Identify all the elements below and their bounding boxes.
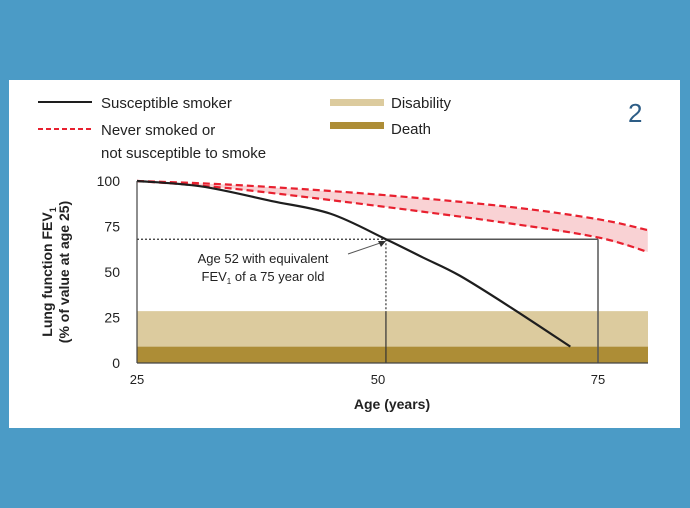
figure-number: 2 bbox=[628, 98, 642, 128]
never-smoked-range-fill bbox=[137, 181, 648, 252]
annotation-fev: FEV bbox=[202, 269, 228, 284]
annotation: Age 52 with equivalent FEV1 of a 75 year… bbox=[198, 251, 329, 286]
annotation-arrowhead-icon bbox=[378, 241, 386, 247]
y-axis-label-sub: 1 bbox=[48, 207, 58, 212]
legend: Susceptible smoker Never smoked or not s… bbox=[38, 95, 452, 162]
band-disability bbox=[137, 311, 648, 347]
annotation-arrow-line bbox=[347, 241, 384, 255]
plot-area: 0 25 50 75 100 25 50 75 bbox=[97, 173, 649, 387]
legend-label-smoker: Susceptible smoker bbox=[101, 95, 232, 112]
y-tick-label: 0 bbox=[112, 355, 120, 371]
x-tick-label: 75 bbox=[591, 372, 605, 387]
band-death bbox=[137, 346, 648, 363]
y-axis-label: Lung function FEV1 (% of value at age 25… bbox=[39, 201, 72, 343]
y-axis-label-line2: (% of value at age 25) bbox=[56, 201, 72, 343]
svg-text:Lung function FEV1: Lung function FEV1 bbox=[39, 207, 58, 336]
legend-swatch-death bbox=[330, 122, 384, 129]
annotation-sub: 1 bbox=[227, 277, 232, 286]
annotation-rest: of a 75 year old bbox=[231, 269, 324, 284]
y-axis-label-line1: Lung function FEV bbox=[39, 212, 55, 337]
figure-panel bbox=[9, 80, 680, 428]
x-tick-label: 25 bbox=[130, 372, 144, 387]
legend-label-death: Death bbox=[391, 121, 431, 138]
y-tick-label: 25 bbox=[104, 310, 120, 326]
x-axis-label: Age (years) bbox=[354, 396, 430, 412]
y-tick-label: 75 bbox=[104, 219, 120, 235]
legend-label-never-smoked-2: not susceptible to smoke bbox=[101, 145, 266, 162]
y-tick-label: 50 bbox=[104, 264, 120, 280]
legend-label-never-smoked: Never smoked or bbox=[101, 122, 215, 139]
annotation-line1: Age 52 with equivalent bbox=[198, 251, 329, 266]
legend-swatch-disability bbox=[330, 99, 384, 106]
series-never-smoked-lower bbox=[136, 179, 649, 254]
svg-text:FEV1 of a 75 year old: FEV1 of a 75 year old bbox=[202, 269, 325, 286]
legend-label-disability: Disability bbox=[391, 95, 452, 112]
series-never-smoked-upper bbox=[136, 179, 649, 232]
series-susceptible-smoker bbox=[136, 179, 571, 348]
y-tick-label: 100 bbox=[97, 173, 121, 189]
x-tick-label: 50 bbox=[371, 372, 385, 387]
